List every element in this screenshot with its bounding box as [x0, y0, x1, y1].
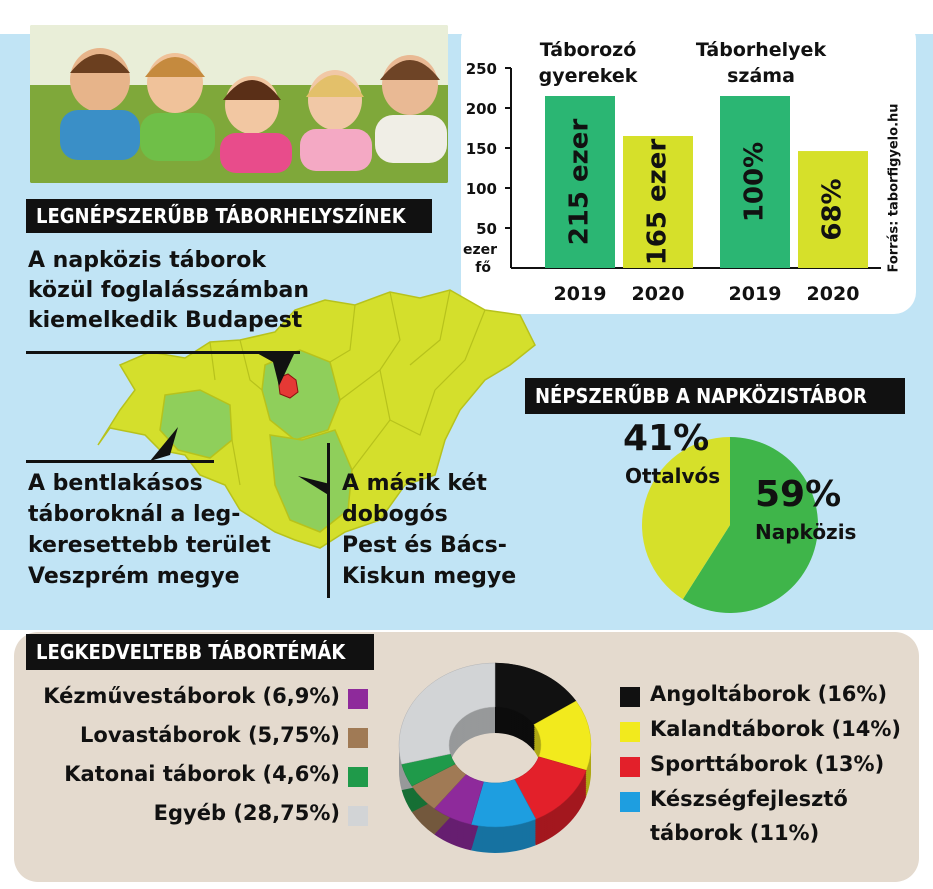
sites-chart-bar-2019 [720, 96, 790, 268]
veszprem-note-line-2: táboroknál a leg- [28, 502, 241, 527]
themes-legend-right-swatch [620, 757, 640, 777]
bar-chart-y-tick-label: 50 [476, 220, 497, 238]
veszprem-note-line-4: Veszprém megye [28, 564, 240, 589]
source-note: Forrás: taborfigyelo.hu [887, 103, 902, 272]
themes-legend-left-swatch [348, 728, 368, 748]
themes-legend-left-swatch [348, 806, 368, 826]
budapest-note-line-3: kiemelkedik Budapest [28, 308, 303, 333]
veszprem-pointer [150, 427, 178, 461]
children-chart-bar-label-2019: 215 ezer [565, 119, 595, 246]
sites-chart-category-2019: 2019 [729, 283, 782, 305]
bar-chart-unit-line-2: fő [475, 260, 491, 276]
bar-chart-y-tick-label: 100 [466, 180, 497, 198]
themes-donut [398, 662, 592, 853]
children-chart-title-line-1: Táborozó [540, 39, 637, 61]
pest-pointer [298, 476, 330, 496]
sites-chart-category-2020: 2020 [807, 283, 860, 305]
themes-legend-left-label: Kézművestáborok (6,9%) [43, 684, 340, 708]
themes-legend-right-swatch [620, 687, 640, 707]
pest-note-line-4: Kiskun megye [342, 564, 517, 589]
napkozi-heading: NÉPSZERŰBB A NAPKÖZISTÁBOR [525, 378, 905, 414]
napkozi-pie [642, 437, 818, 613]
themes-legend-left-label: Egyéb (28,75%) [153, 801, 340, 825]
hungary-map [97, 289, 536, 549]
veszprem-county [159, 389, 233, 459]
children-photo [30, 25, 448, 183]
pest-note: A másik két dobogós Pest és Bács- Kiskun… [342, 468, 516, 592]
veszprem-note: A bentlakásos táboroknál a leg- keresett… [28, 468, 271, 592]
themes-legend-right-label: Készségfejlesztő [650, 787, 848, 811]
bar-chart-y-tick-label: 250 [466, 60, 497, 78]
veszprem-note-line-1: A bentlakásos [28, 471, 203, 496]
themes-legend-right-label-cont: táborok (11%) [650, 821, 820, 845]
themes-legend-left-label: Lovastáborok (5,75%) [80, 723, 340, 747]
sites-chart-bar-2020 [798, 151, 868, 268]
bar-chart: 250 200 150 100 50 ezer fő 215 ezer 2019 165 ezer… [463, 39, 902, 305]
budapest-marker [277, 373, 299, 399]
children-chart-bar-2019 [545, 96, 615, 268]
sites-chart-bar-label-2020: 68% [818, 178, 848, 240]
donut-slice-7 [398, 662, 496, 765]
veszprem-note-overline [26, 460, 214, 463]
children-chart-title-line-2: gyerekek [539, 65, 638, 87]
budapest-note-line-2: közül foglalásszámban [28, 278, 310, 303]
budapest-pointer [255, 352, 295, 386]
veszprem-note-line-3: keresettebb terület [28, 533, 271, 558]
children-chart-category-2020: 2020 [632, 283, 685, 305]
themes-legend-right-swatch [620, 792, 640, 812]
children-chart-bar-label-2020: 165 ezer [643, 139, 673, 266]
themes-legend-left-label: Katonai táborok (4,6%) [64, 762, 340, 786]
napkozi-pie-slice-0 [682, 437, 818, 613]
themes-legend-left-swatch [348, 767, 368, 787]
themes-legend-right-swatch [620, 722, 640, 742]
ottalvos-label: Ottalvós [625, 464, 721, 488]
budapest-note-line-1: A napközis táborok [28, 248, 267, 273]
sites-chart-bar-label-2019: 100% [740, 142, 770, 222]
pest-note-divider [327, 443, 330, 598]
locations-heading: LEGNÉPSZERŰBB TÁBORHELYSZÍNEK [26, 199, 432, 233]
napkozi-pie-slice-1 [642, 437, 730, 600]
themes-legend-right-label: Kalandtáborok (14%) [650, 717, 901, 741]
children-photo-illustration [30, 25, 448, 183]
ottalvos-percent: 41% [623, 418, 710, 459]
themes-heading: LEGKEDVELTEBB TÁBORTÉMÁK [26, 634, 374, 670]
bar-chart-y-tick-label: 150 [466, 140, 497, 158]
children-chart-bar-2020 [623, 136, 693, 268]
sites-chart-title-line-2: száma [727, 65, 795, 87]
themes-legend-right-label: Angoltáborok (16%) [650, 682, 888, 706]
napkozis-percent: 59% [755, 474, 842, 515]
themes-legend-right-label: Sporttáborok (13%) [650, 752, 885, 776]
pest-note-line-2: dobogós [342, 502, 448, 527]
themes-legend-left-swatch [348, 689, 368, 709]
budapest-note: A napközis táborok közül foglalásszámban… [28, 246, 309, 336]
bar-chart-y-tick-label: 200 [466, 100, 497, 118]
pest-note-line-1: A másik két [342, 471, 487, 496]
sites-chart-title-line-1: Táborhelyek [696, 39, 827, 61]
napkozis-label: Napközis [755, 520, 857, 544]
bar-chart-unit-line-1: ezer [463, 242, 497, 258]
children-chart-category-2019: 2019 [554, 283, 607, 305]
pest-note-line-3: Pest és Bács- [342, 533, 507, 558]
budapest-note-underline [26, 351, 300, 354]
